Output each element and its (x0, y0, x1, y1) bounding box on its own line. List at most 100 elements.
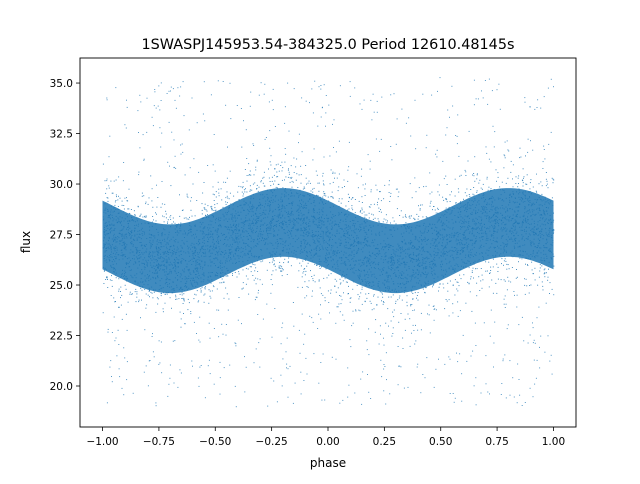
data-point (464, 237, 466, 239)
data-point (445, 175, 447, 177)
data-point (197, 256, 199, 258)
data-point (458, 221, 460, 223)
data-point (139, 216, 141, 217)
data-point (110, 254, 112, 255)
data-point (175, 232, 177, 233)
data-point (382, 282, 384, 284)
data-point (396, 255, 398, 257)
data-point (290, 207, 292, 209)
data-point (200, 288, 202, 290)
data-point (133, 239, 135, 241)
data-point (243, 225, 245, 227)
data-point (201, 233, 203, 235)
data-point (460, 239, 461, 241)
data-point (377, 296, 379, 298)
data-point (475, 213, 477, 215)
data-point (218, 243, 220, 245)
data-point (313, 235, 315, 237)
data-point (133, 210, 135, 212)
data-point (549, 203, 551, 205)
data-point (415, 191, 417, 193)
data-point (103, 236, 105, 238)
data-point (497, 216, 499, 218)
data-point (413, 217, 415, 219)
data-point (240, 204, 242, 206)
data-point (160, 295, 162, 297)
data-point (244, 191, 246, 193)
data-point (486, 235, 488, 237)
data-point (189, 259, 191, 261)
data-point (379, 253, 381, 255)
data-point (539, 210, 541, 212)
data-point (318, 241, 320, 243)
data-point (354, 241, 356, 242)
data-point (518, 188, 520, 190)
data-point (466, 229, 468, 231)
data-point (514, 240, 516, 242)
data-point (302, 206, 304, 208)
data-point (341, 259, 343, 261)
data-point (336, 246, 338, 248)
data-point (478, 182, 480, 184)
data-point (201, 246, 203, 248)
data-point (139, 250, 141, 251)
data-point (300, 246, 302, 248)
data-point (292, 226, 294, 228)
data-point (497, 245, 498, 247)
data-point (488, 261, 490, 263)
data-point (413, 269, 415, 271)
data-point (494, 223, 496, 225)
data-point (328, 245, 330, 247)
data-point (270, 225, 272, 227)
data-point (399, 247, 401, 249)
data-point (268, 168, 269, 170)
data-point (507, 236, 509, 238)
data-point (360, 270, 362, 272)
data-point (463, 198, 464, 200)
data-point (145, 245, 146, 247)
data-point (103, 231, 105, 233)
data-point (234, 226, 236, 228)
data-point (272, 256, 273, 258)
data-point (432, 262, 434, 264)
data-point (195, 259, 197, 261)
data-point (343, 233, 345, 235)
data-point (479, 245, 481, 247)
data-point (506, 263, 508, 265)
data-point (473, 173, 475, 174)
data-point (150, 278, 152, 280)
data-point (130, 237, 132, 239)
data-point (442, 252, 444, 254)
data-point (551, 244, 553, 246)
data-point (263, 176, 265, 178)
data-point (403, 239, 405, 241)
data-point (129, 293, 131, 295)
data-point (459, 244, 461, 246)
data-point (219, 223, 221, 225)
data-point (232, 239, 234, 241)
data-point (128, 220, 130, 222)
data-point (278, 265, 280, 267)
data-point (191, 235, 193, 237)
data-point (538, 242, 540, 244)
data-point (269, 242, 271, 244)
data-point (514, 243, 516, 244)
data-point (437, 231, 439, 233)
data-point (303, 235, 305, 237)
data-point (348, 242, 349, 244)
data-point (474, 243, 476, 245)
data-point (243, 231, 245, 233)
data-point (141, 252, 143, 254)
data-point (457, 239, 459, 241)
data-point (316, 236, 318, 238)
data-point (389, 195, 391, 197)
data-point (461, 259, 463, 261)
data-point (171, 223, 173, 225)
data-point (255, 222, 257, 224)
data-point (384, 256, 386, 258)
data-point (551, 177, 553, 179)
data-point (460, 202, 461, 204)
data-point (506, 219, 508, 221)
data-point (332, 254, 334, 256)
data-point (306, 216, 308, 218)
